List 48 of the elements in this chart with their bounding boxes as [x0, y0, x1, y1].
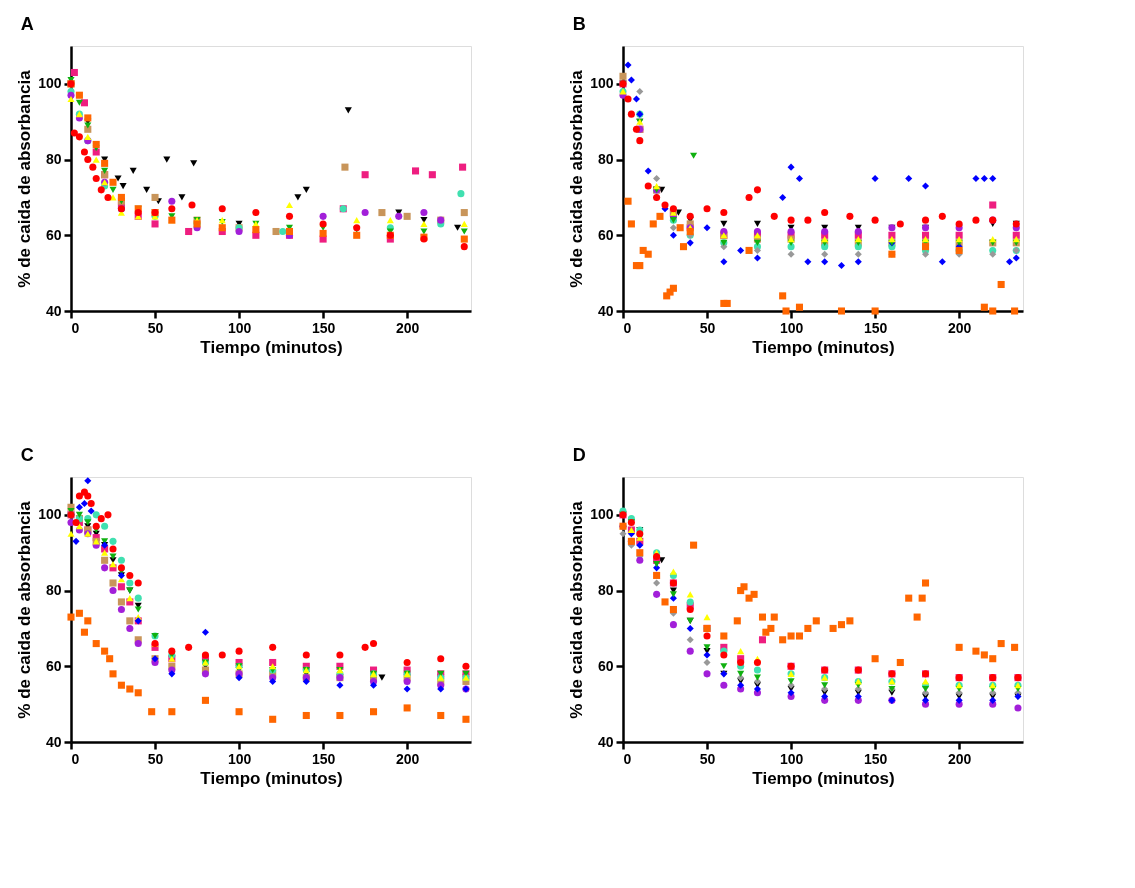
y-axis-title: % de caida de absorbancia	[567, 500, 587, 719]
x-tick-label: 100	[227, 319, 252, 336]
y-tick-label: 80	[45, 151, 62, 168]
chart-title: A	[20, 14, 34, 34]
y-tick-label: 80	[45, 582, 62, 599]
x-tick-label: 150	[863, 319, 888, 336]
y-tick-label: 60	[597, 657, 614, 674]
x-tick-label: 50	[699, 750, 716, 767]
y-tick-label: 100	[590, 75, 614, 92]
y-tick-label: 60	[597, 226, 614, 243]
x-tick-label: 200	[947, 319, 972, 336]
x-tick-label: 50	[147, 319, 164, 336]
y-axis-title: % de caida de absorbancia	[15, 500, 35, 719]
y-tick-label: 40	[597, 733, 614, 750]
x-tick-label: 150	[311, 319, 336, 336]
y-tick-label: 40	[45, 733, 62, 750]
y-tick-label: 100	[590, 506, 614, 523]
x-tick-label: 0	[71, 319, 80, 336]
x-tick-label: 100	[227, 750, 252, 767]
x-axis-title: Tiempo (minutos)	[200, 337, 343, 357]
y-tick-label: 80	[597, 151, 614, 168]
y-tick-label: 80	[597, 582, 614, 599]
x-tick-label: 150	[863, 750, 888, 767]
x-tick-label: 0	[623, 750, 632, 767]
chart-title: C	[20, 445, 34, 465]
x-tick-label: 200	[395, 750, 420, 767]
x-tick-label: 100	[779, 750, 804, 767]
y-tick-label: 100	[38, 506, 62, 523]
x-tick-label: 200	[947, 750, 972, 767]
x-tick-label: 150	[311, 750, 336, 767]
x-axis-title: Tiempo (minutos)	[752, 337, 895, 357]
y-tick-label: 60	[45, 657, 62, 674]
x-tick-label: 200	[395, 319, 420, 336]
y-axis-title: % de caida de absorbancia	[15, 69, 35, 288]
x-tick-label: 100	[779, 319, 804, 336]
y-tick-label: 40	[45, 302, 62, 319]
x-tick-label: 50	[147, 750, 164, 767]
x-tick-label: 50	[699, 319, 716, 336]
y-tick-label: 100	[38, 75, 62, 92]
y-tick-label: 60	[45, 226, 62, 243]
chart-title: D	[572, 445, 586, 465]
x-axis-title: Tiempo (minutos)	[752, 768, 895, 788]
x-tick-label: 0	[623, 319, 632, 336]
y-axis-title: % de caida de absorbancia	[567, 69, 587, 288]
chart-title: B	[572, 14, 586, 34]
x-axis-title: Tiempo (minutos)	[200, 768, 343, 788]
x-tick-label: 0	[71, 750, 80, 767]
y-tick-label: 40	[597, 302, 614, 319]
